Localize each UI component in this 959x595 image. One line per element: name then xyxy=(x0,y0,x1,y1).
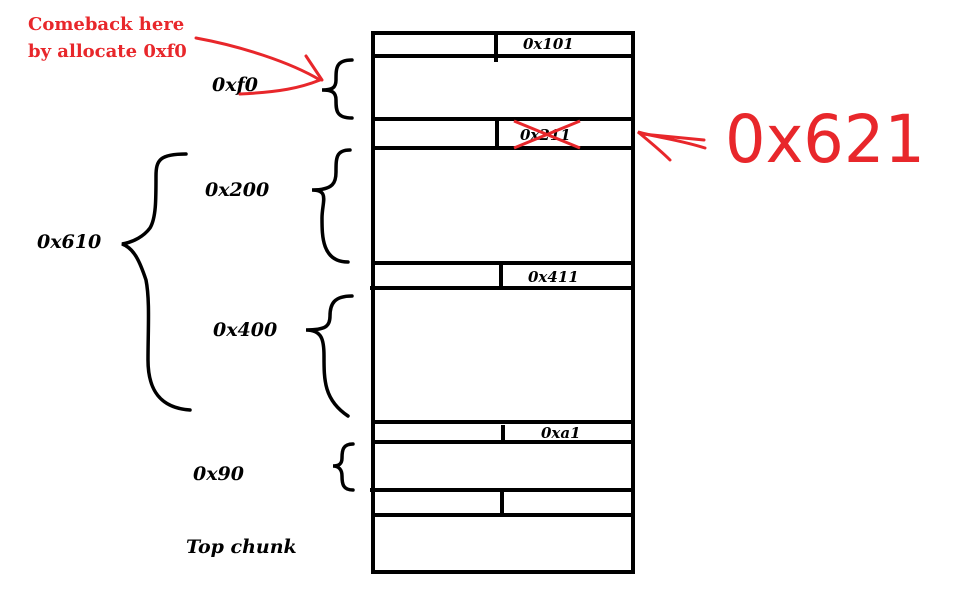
annotation-line-1: Comeback here xyxy=(28,14,184,35)
arrow-to-chunk1 xyxy=(194,36,324,96)
new-size-label: 0x621 xyxy=(725,101,925,178)
heap-frame xyxy=(371,31,635,574)
arrow-to-chunk2 xyxy=(637,130,707,162)
brace-0x90 xyxy=(332,442,355,492)
label-0x400: 0x400 xyxy=(213,319,277,341)
annotation-line-2: by allocate 0xf0 xyxy=(28,41,187,62)
brace-0x200 xyxy=(311,148,352,264)
strike-line-b xyxy=(513,119,581,150)
label-0xf0: 0xf0 xyxy=(212,74,258,96)
label-top-chunk: Top chunk xyxy=(186,536,297,558)
chunk3-size-field: 0x411 xyxy=(528,268,579,286)
label-0x610: 0x610 xyxy=(37,231,101,253)
label-0x200: 0x200 xyxy=(205,179,269,201)
brace-0xf0 xyxy=(321,58,354,120)
brace-0x400 xyxy=(305,294,354,418)
brace-0x610 xyxy=(121,152,192,412)
chunk1-size-field: 0x101 xyxy=(523,35,574,53)
chunk4-size-field: 0xa1 xyxy=(541,424,581,442)
arrow-to-chunk1-head xyxy=(304,54,324,82)
label-0x90: 0x90 xyxy=(193,463,244,485)
arrow-to-chunk2-tail xyxy=(640,132,706,142)
